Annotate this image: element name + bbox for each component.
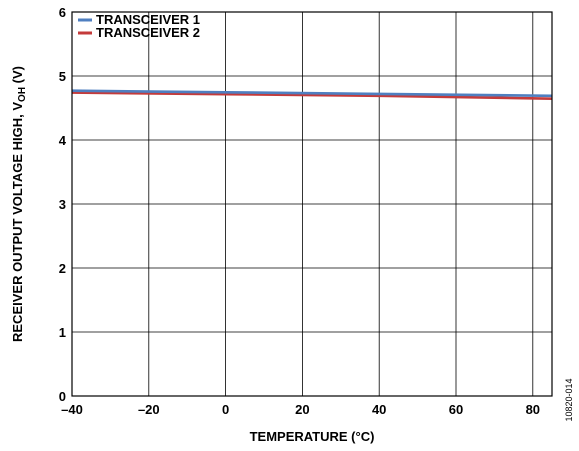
y-tick-label: 0 xyxy=(59,389,66,404)
figure-id: 10820-014 xyxy=(564,378,574,421)
legend-label: TRANSCEIVER 1 xyxy=(96,12,200,27)
y-tick-labels: 0 1 2 3 4 5 6 xyxy=(59,5,67,404)
series-layer xyxy=(71,89,553,100)
y-tick-label: 1 xyxy=(59,325,66,340)
x-tick-label: –20 xyxy=(138,402,160,417)
series-line-transceiver-1 xyxy=(71,89,553,98)
x-tick-label: –40 xyxy=(61,402,83,417)
x-tick-label: 0 xyxy=(222,402,229,417)
x-tick-label: 40 xyxy=(372,402,386,417)
y-axis-title-main: RECEIVER OUTPUT VOLTAGE HIGH, V xyxy=(10,102,25,342)
y-axis-title: RECEIVER OUTPUT VOLTAGE HIGH, VOH (V) xyxy=(10,66,28,342)
x-tick-label: 60 xyxy=(449,402,463,417)
y-axis-title-subscript: OH xyxy=(17,87,28,102)
series-line-transceiver-2 xyxy=(71,91,553,100)
y-tick-label: 3 xyxy=(59,197,66,212)
y-tick-label: 5 xyxy=(59,69,66,84)
plot-frame xyxy=(71,11,553,397)
x-tick-labels: –40 –20 0 20 40 60 80 xyxy=(61,402,540,417)
grid xyxy=(72,12,552,396)
y-tick-label: 6 xyxy=(59,5,66,20)
y-tick-label: 2 xyxy=(59,261,66,276)
legend-label: TRANSCEIVER 2 xyxy=(96,25,200,40)
y-tick-label: 4 xyxy=(59,133,67,148)
y-axis-title-tail: (V) xyxy=(10,66,25,87)
x-axis-title: TEMPERATURE (°C) xyxy=(250,429,375,444)
x-tick-label: 80 xyxy=(526,402,540,417)
x-tick-label: 20 xyxy=(295,402,309,417)
